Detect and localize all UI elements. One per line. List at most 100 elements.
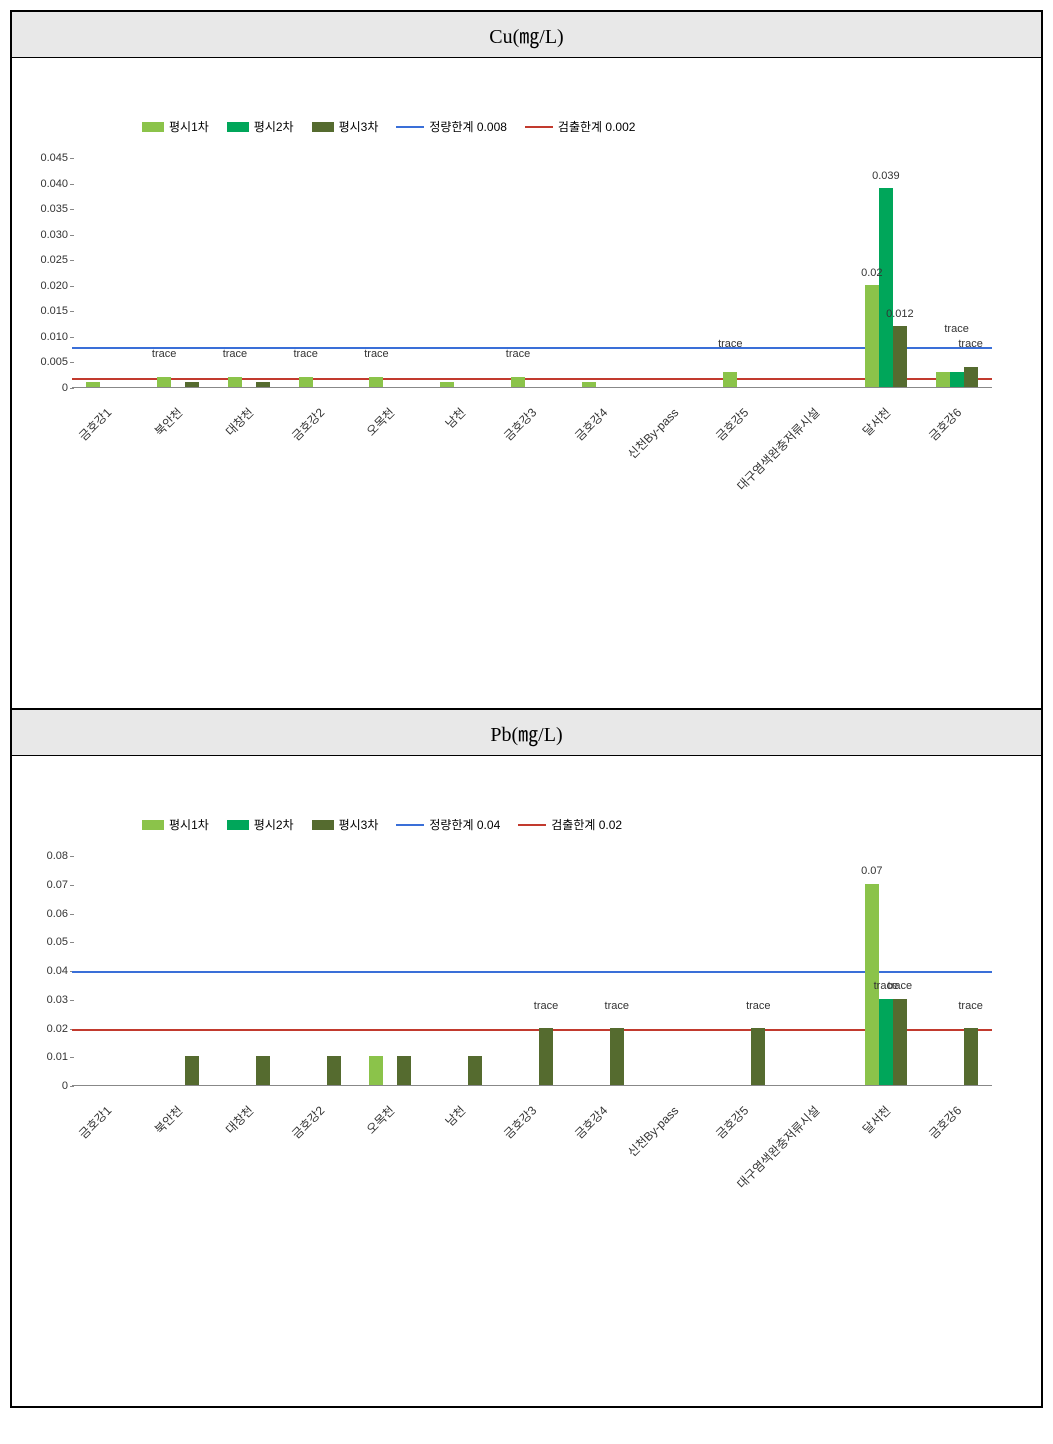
y-tick-mark <box>70 388 74 389</box>
y-tick-label: 0.08 <box>47 850 68 862</box>
legend-item: 검출한계 0.02 <box>518 816 622 833</box>
x-tick-label: 금호강4 <box>571 1102 611 1142</box>
legend-swatch-line <box>396 126 424 128</box>
data-label: 0.012 <box>886 308 914 320</box>
x-tick-label: 달서천 <box>858 1102 893 1137</box>
y-tick-mark <box>70 885 74 886</box>
data-label: trace <box>152 348 176 360</box>
y-tick-mark <box>70 337 74 338</box>
x-tick-label: 오목천 <box>363 1102 398 1137</box>
y-tick-label: 0.005 <box>40 356 68 368</box>
y-tick-label: 0.035 <box>40 203 68 215</box>
y-tick-label: 0.020 <box>40 280 68 292</box>
bar <box>539 1028 553 1086</box>
reference-line <box>72 971 992 973</box>
y-tick-mark <box>70 209 74 210</box>
data-label: trace <box>605 1000 629 1012</box>
y-tick-label: 0 <box>62 382 68 394</box>
legend-item: 평시1차 <box>142 816 209 833</box>
chart-panel-cu: Cu(㎎/L)평시1차평시2차평시3차정량한계 0.008검출한계 0.0020… <box>12 12 1041 710</box>
x-tick-label: 금호강4 <box>571 404 611 444</box>
bar <box>865 285 879 387</box>
x-tick-label: 금호강6 <box>924 404 964 444</box>
x-tick-label: 신천By-pass <box>623 1102 681 1160</box>
y-tick-mark <box>70 1086 74 1087</box>
bar <box>299 377 313 387</box>
legend-label: 정량한계 0.008 <box>429 118 507 135</box>
bar <box>879 188 893 387</box>
bar <box>256 1056 270 1085</box>
legend-swatch-line <box>518 824 546 826</box>
y-tick-label: 0.02 <box>47 1023 68 1035</box>
x-axis-labels: 금호강1북안천대창천금호강2오목천남천금호강3금호강4신천By-pass금호강5… <box>72 394 992 574</box>
legend-swatch <box>142 820 164 830</box>
data-label: 0.07 <box>861 865 882 877</box>
plot-area-cu: 00.0050.0100.0150.0200.0250.0300.0350.04… <box>72 158 992 388</box>
y-tick-mark <box>70 311 74 312</box>
data-label: 0.039 <box>872 170 900 182</box>
legend-item: 정량한계 0.008 <box>396 118 507 135</box>
bar <box>964 367 978 387</box>
y-tick-mark <box>70 856 74 857</box>
x-tick-label: 금호강5 <box>712 404 752 444</box>
data-label: trace <box>944 323 968 335</box>
y-tick-label: 0.03 <box>47 994 68 1006</box>
legend-label: 평시3차 <box>339 118 379 135</box>
data-label: trace <box>364 348 388 360</box>
y-tick-label: 0.025 <box>40 254 68 266</box>
bar <box>228 377 242 387</box>
bar <box>950 372 964 387</box>
legend-label: 평시2차 <box>254 118 294 135</box>
bar <box>327 1056 341 1085</box>
legend-label: 평시1차 <box>169 118 209 135</box>
y-tick-label: 0.04 <box>47 965 68 977</box>
legend-label: 평시2차 <box>254 816 294 833</box>
y-tick-mark <box>70 942 74 943</box>
legend-label: 평시3차 <box>339 816 379 833</box>
y-tick-mark <box>70 914 74 915</box>
x-tick-label: 남천 <box>442 404 470 432</box>
data-label: trace <box>958 1000 982 1012</box>
bar <box>723 372 737 387</box>
y-axis: 00.010.020.030.040.050.060.070.08 <box>22 856 72 1085</box>
page: Cu(㎎/L)평시1차평시2차평시3차정량한계 0.008검출한계 0.0020… <box>10 10 1043 1408</box>
bar <box>256 382 270 387</box>
bar <box>397 1056 411 1085</box>
bar <box>511 377 525 387</box>
bar <box>751 1028 765 1086</box>
bar <box>157 377 171 387</box>
legend-item: 평시3차 <box>312 118 379 135</box>
y-tick-label: 0.06 <box>47 908 68 920</box>
legend-swatch-line <box>525 126 553 128</box>
x-tick-label: 대창천 <box>221 404 256 439</box>
legend-item: 정량한계 0.04 <box>396 816 500 833</box>
data-label: trace <box>958 338 982 350</box>
bar <box>893 326 907 387</box>
bar <box>582 382 596 387</box>
data-label: trace <box>888 980 912 992</box>
bar <box>86 382 100 387</box>
bar <box>964 1028 978 1086</box>
x-tick-label: 금호강3 <box>500 1102 540 1142</box>
legend-label: 검출한계 0.02 <box>551 816 622 833</box>
y-tick-mark <box>70 362 74 363</box>
y-tick-mark <box>70 1000 74 1001</box>
data-label: trace <box>223 348 247 360</box>
legend-label: 정량한계 0.04 <box>429 816 500 833</box>
legend-swatch <box>312 122 334 132</box>
x-tick-label: 금호강1 <box>75 404 115 444</box>
x-tick-label: 대창천 <box>221 1102 256 1137</box>
chart-body-pb: 평시1차평시2차평시3차정량한계 0.04검출한계 0.0200.010.020… <box>12 756 1041 1406</box>
x-tick-label: 오목천 <box>363 404 398 439</box>
chart-title-pb: Pb(㎎/L) <box>12 710 1041 756</box>
y-tick-label: 0 <box>62 1080 68 1092</box>
reference-line <box>72 1029 992 1031</box>
legend-label: 평시1차 <box>169 816 209 833</box>
legend-item: 평시1차 <box>142 118 209 135</box>
x-tick-label: 신천By-pass <box>623 404 681 462</box>
bar <box>440 382 454 387</box>
data-label: trace <box>534 1000 558 1012</box>
x-tick-label: 금호강3 <box>500 404 540 444</box>
y-axis: 00.0050.0100.0150.0200.0250.0300.0350.04… <box>22 158 72 387</box>
y-tick-mark <box>70 158 74 159</box>
